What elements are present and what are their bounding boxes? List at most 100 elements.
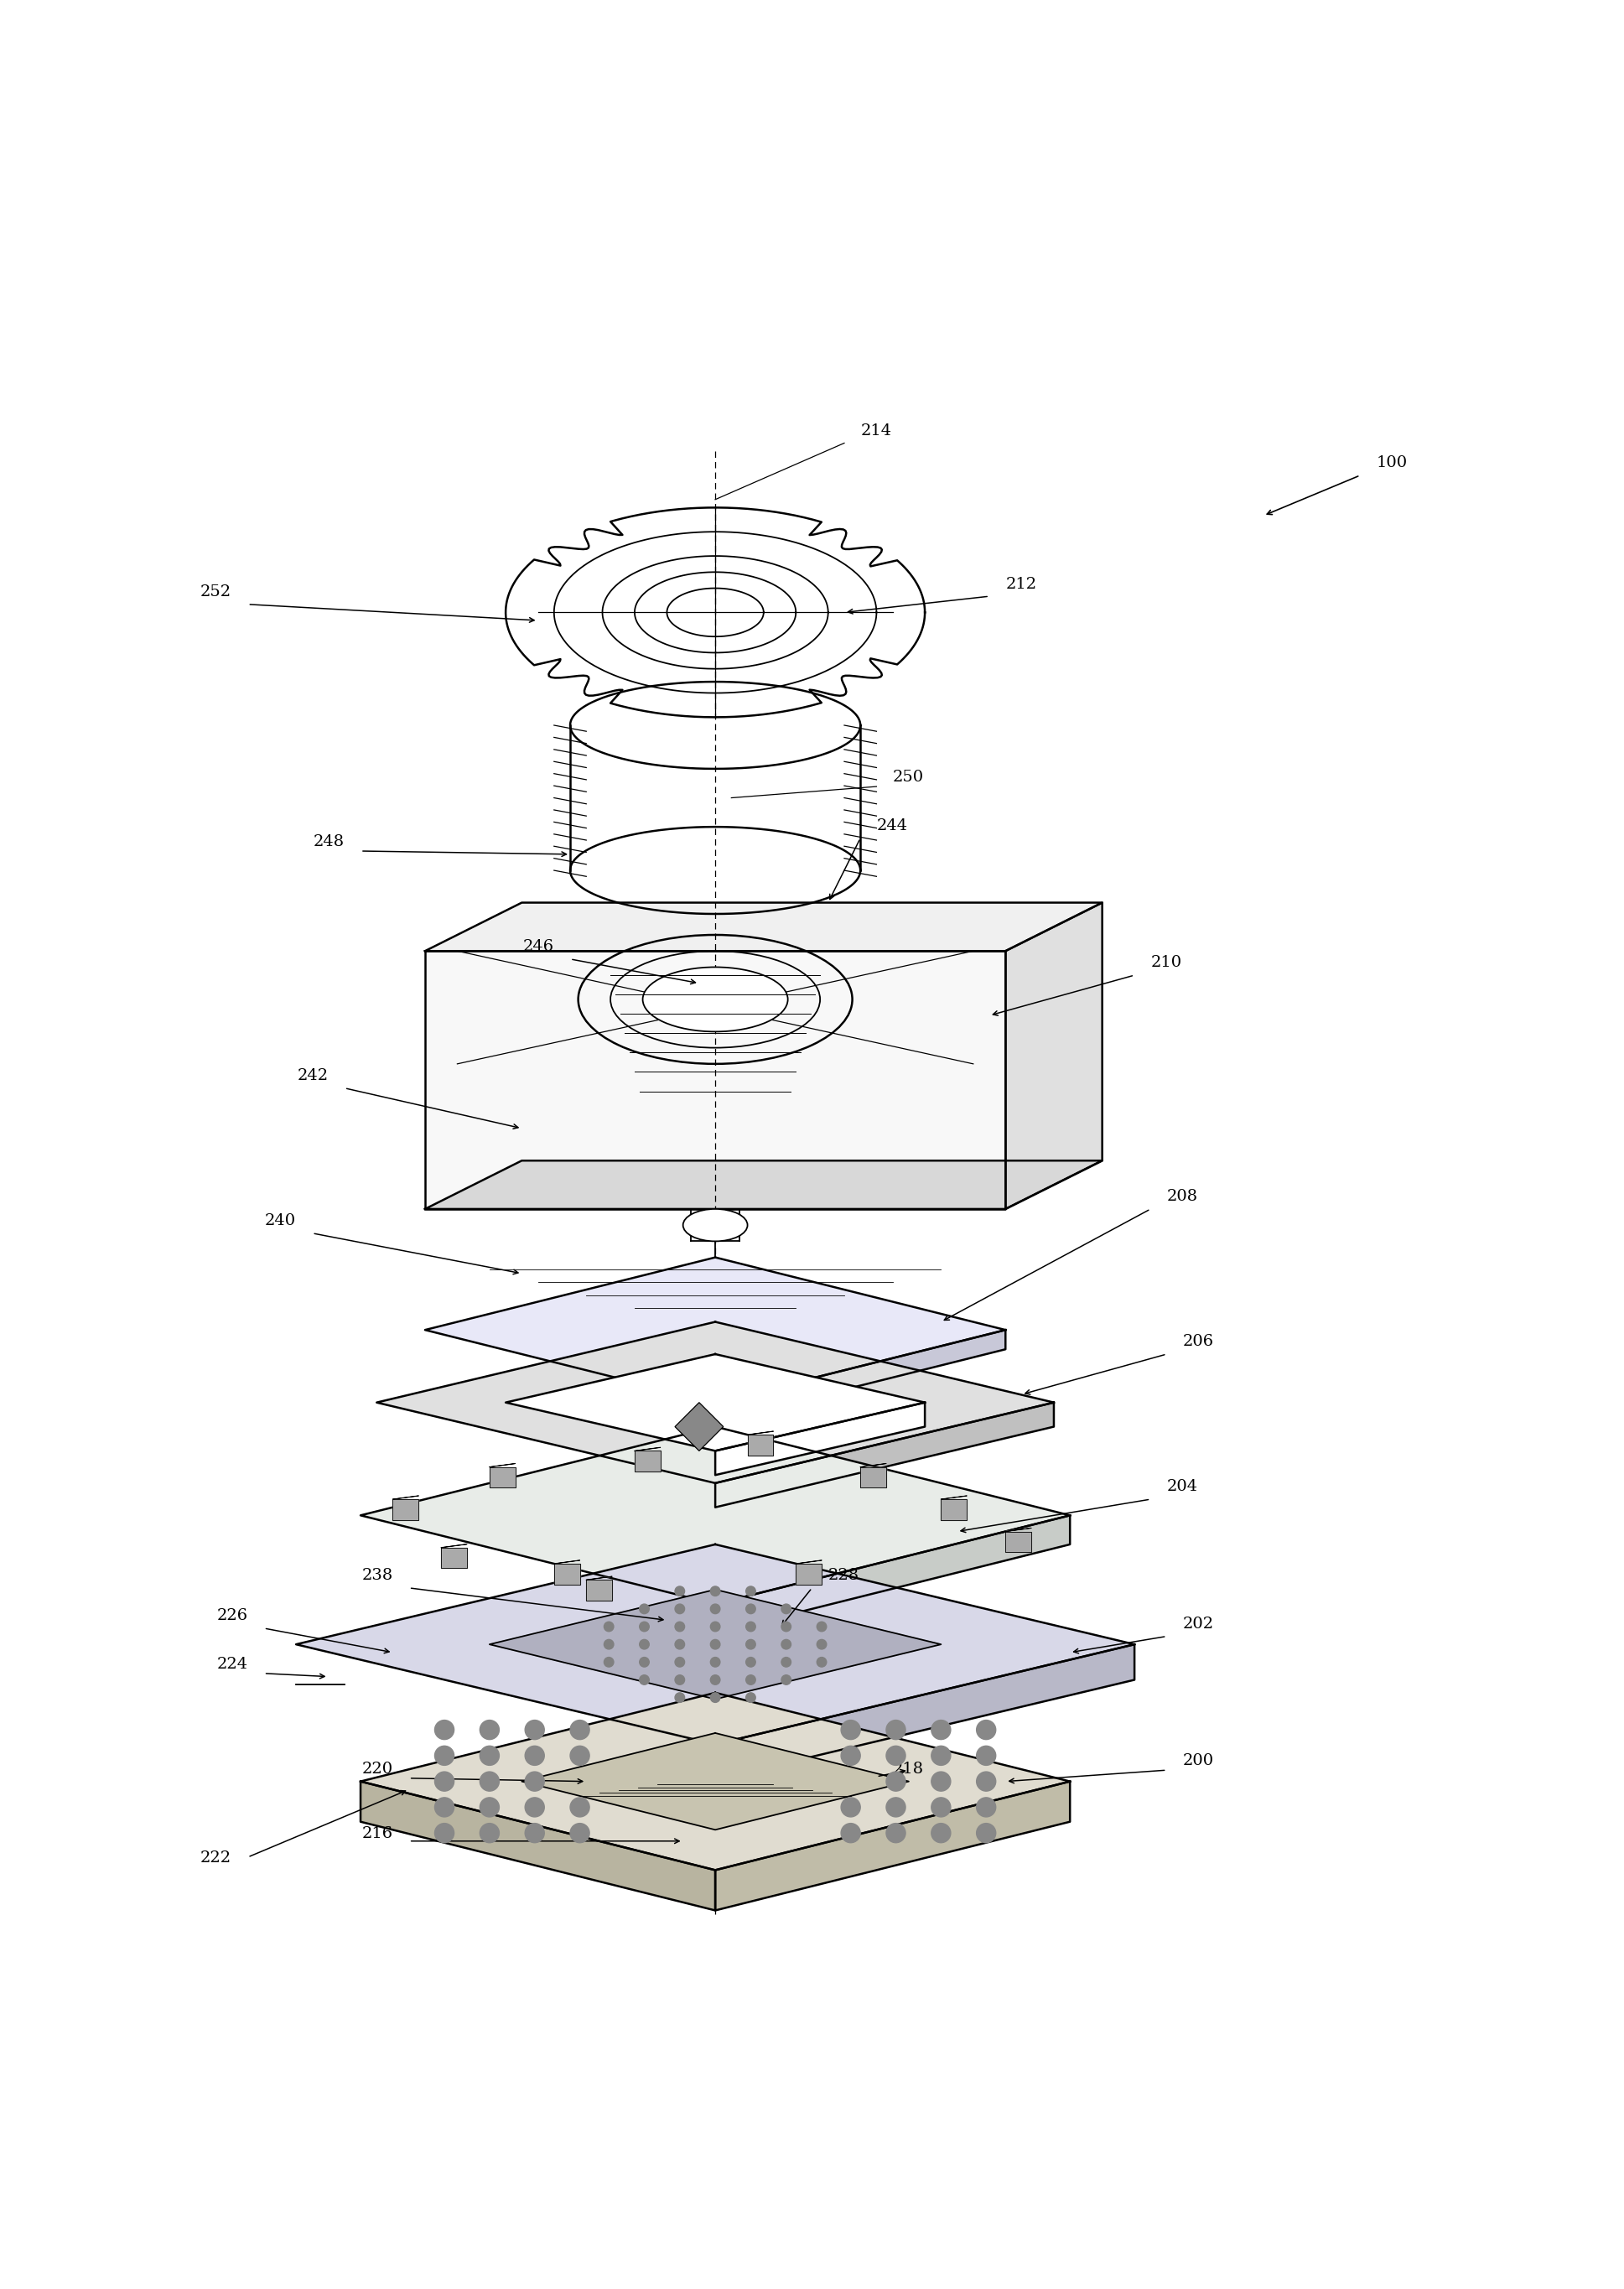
Circle shape: [479, 1719, 499, 1740]
Circle shape: [745, 1657, 755, 1666]
Circle shape: [676, 1676, 685, 1685]
Circle shape: [887, 1772, 906, 1790]
Polygon shape: [715, 1330, 1005, 1421]
Polygon shape: [393, 1499, 419, 1520]
Circle shape: [887, 1797, 906, 1817]
Circle shape: [604, 1657, 614, 1666]
Text: 240: 240: [265, 1213, 296, 1229]
Circle shape: [745, 1676, 755, 1685]
Text: 200: 200: [1182, 1753, 1215, 1769]
Polygon shape: [796, 1563, 822, 1584]
Polygon shape: [425, 902, 1103, 950]
Circle shape: [931, 1772, 950, 1790]
Ellipse shape: [643, 968, 788, 1032]
Circle shape: [781, 1676, 791, 1685]
Circle shape: [525, 1797, 544, 1817]
Text: 244: 244: [877, 819, 908, 833]
Polygon shape: [425, 950, 1005, 1209]
Circle shape: [781, 1605, 791, 1614]
Circle shape: [745, 1623, 755, 1632]
Text: 238: 238: [362, 1568, 393, 1584]
Polygon shape: [861, 1463, 887, 1467]
Circle shape: [604, 1639, 614, 1648]
Circle shape: [817, 1657, 827, 1666]
Text: 212: 212: [1005, 577, 1036, 591]
Circle shape: [931, 1747, 950, 1765]
Circle shape: [976, 1797, 996, 1817]
Circle shape: [887, 1747, 906, 1765]
Circle shape: [570, 1797, 590, 1817]
Circle shape: [817, 1623, 827, 1632]
Circle shape: [479, 1824, 499, 1843]
Circle shape: [887, 1824, 906, 1843]
Circle shape: [781, 1639, 791, 1648]
Circle shape: [525, 1719, 544, 1740]
Circle shape: [841, 1824, 861, 1843]
Polygon shape: [586, 1577, 612, 1579]
Circle shape: [710, 1623, 719, 1632]
Polygon shape: [676, 1403, 723, 1451]
Polygon shape: [442, 1545, 468, 1547]
Polygon shape: [747, 1431, 773, 1435]
Circle shape: [781, 1623, 791, 1632]
Polygon shape: [425, 1257, 1005, 1403]
Circle shape: [931, 1824, 950, 1843]
Text: 218: 218: [893, 1763, 924, 1776]
Circle shape: [841, 1797, 861, 1817]
Ellipse shape: [684, 1209, 747, 1241]
Circle shape: [710, 1639, 719, 1648]
Circle shape: [931, 1797, 950, 1817]
Polygon shape: [442, 1547, 468, 1568]
Text: 214: 214: [861, 423, 892, 439]
Circle shape: [676, 1694, 685, 1703]
Text: 210: 210: [1150, 955, 1182, 971]
Text: 246: 246: [523, 938, 554, 955]
Circle shape: [710, 1676, 719, 1685]
Circle shape: [435, 1719, 455, 1740]
Text: 220: 220: [362, 1763, 393, 1776]
Circle shape: [640, 1676, 650, 1685]
Polygon shape: [1005, 902, 1103, 1209]
Circle shape: [640, 1657, 650, 1666]
Circle shape: [479, 1772, 499, 1790]
Polygon shape: [361, 1426, 1070, 1605]
Circle shape: [887, 1719, 906, 1740]
Polygon shape: [361, 1694, 1070, 1870]
Circle shape: [676, 1605, 685, 1614]
Text: 222: 222: [200, 1850, 232, 1866]
Circle shape: [570, 1747, 590, 1765]
Circle shape: [676, 1623, 685, 1632]
Circle shape: [479, 1747, 499, 1765]
Circle shape: [710, 1586, 719, 1595]
Circle shape: [745, 1694, 755, 1703]
Circle shape: [525, 1824, 544, 1843]
Polygon shape: [940, 1499, 966, 1520]
Text: 242: 242: [297, 1069, 328, 1083]
Text: 206: 206: [1182, 1334, 1215, 1351]
Polygon shape: [635, 1447, 661, 1451]
Polygon shape: [393, 1495, 419, 1499]
Circle shape: [781, 1657, 791, 1666]
Polygon shape: [747, 1435, 773, 1456]
Polygon shape: [635, 1451, 661, 1472]
Text: 226: 226: [216, 1609, 248, 1623]
Circle shape: [604, 1623, 614, 1632]
Circle shape: [976, 1824, 996, 1843]
Polygon shape: [796, 1561, 822, 1563]
Circle shape: [525, 1772, 544, 1790]
Polygon shape: [1005, 1531, 1031, 1552]
Polygon shape: [505, 1355, 924, 1451]
Circle shape: [640, 1623, 650, 1632]
Circle shape: [745, 1586, 755, 1595]
Circle shape: [841, 1747, 861, 1765]
Text: 248: 248: [313, 835, 344, 849]
Circle shape: [525, 1747, 544, 1765]
Circle shape: [435, 1797, 455, 1817]
Polygon shape: [1005, 1529, 1031, 1531]
Text: 204: 204: [1166, 1479, 1199, 1495]
Polygon shape: [361, 1781, 715, 1911]
Circle shape: [841, 1719, 861, 1740]
Text: 228: 228: [828, 1568, 859, 1584]
Polygon shape: [586, 1579, 612, 1600]
Circle shape: [570, 1719, 590, 1740]
